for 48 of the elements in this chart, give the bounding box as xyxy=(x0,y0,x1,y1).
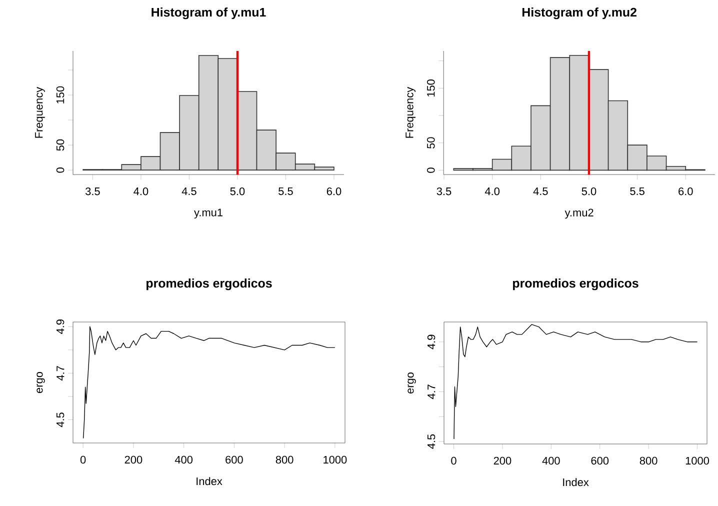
x-axis-title: y.mu1 xyxy=(194,208,222,219)
chart-title: Histogram of y.mu2 xyxy=(522,7,636,20)
x-tick-label: 4.0 xyxy=(134,187,148,196)
x-tick-label: 200 xyxy=(124,456,142,464)
x-tick-label: 400 xyxy=(542,456,560,465)
x-tick-label: 1000 xyxy=(686,456,710,465)
y-tick-label: 4.5 xyxy=(56,412,64,428)
x-tick-label: 6.0 xyxy=(326,187,342,196)
x-tick-label: 5.5 xyxy=(630,187,644,196)
x-tick-label: 4.5 xyxy=(182,187,196,196)
x-tick-label: 5.0 xyxy=(582,187,596,196)
x-axis-title: y.mu2 xyxy=(564,208,594,219)
y-tick-label: 0 xyxy=(427,168,435,173)
y-axis-title: ergo xyxy=(408,372,416,394)
x-tick-label: 6.0 xyxy=(678,187,693,196)
x-axis-title: Index xyxy=(563,478,589,486)
y-tick-label: 150 xyxy=(56,86,64,104)
x-tick-label: 0 xyxy=(80,456,86,464)
x-tick-label: 1000 xyxy=(324,456,347,464)
x-tick-label: 600 xyxy=(226,456,243,464)
x-tick-label: 3.5 xyxy=(436,187,452,196)
y-tick-label: 4.9 xyxy=(56,320,64,334)
y-axis-title: Frequency xyxy=(35,86,45,138)
y-tick-label: 4.7 xyxy=(56,366,64,381)
x-axis-title: Index xyxy=(196,477,222,486)
x-tick-label: 0 xyxy=(451,456,456,465)
chart-title: Histogram of y.mu1 xyxy=(152,7,266,20)
y-tick-label: 150 xyxy=(427,79,435,96)
chart-title: promedios ergodicos xyxy=(146,278,272,290)
y-tick-label: 4.7 xyxy=(428,384,436,400)
y-axis-title: Frequency xyxy=(406,86,416,138)
x-tick-label: 3.5 xyxy=(86,187,100,196)
x-tick-label: 600 xyxy=(591,456,609,465)
x-tick-label: 800 xyxy=(276,456,294,464)
x-tick-label: 5.5 xyxy=(278,187,293,196)
y-tick-label: 4.5 xyxy=(428,434,436,449)
chart-title: promedios ergodicos xyxy=(513,278,638,290)
y-axis-title: ergo xyxy=(36,372,45,393)
x-tick-label: 5.0 xyxy=(230,187,245,196)
y-tick-label: 50 xyxy=(56,139,64,151)
y-tick-label: 4.9 xyxy=(427,334,436,350)
x-tick-label: 400 xyxy=(174,456,193,464)
y-tick-label: 50 xyxy=(427,137,435,149)
x-tick-label: 4.0 xyxy=(484,187,500,196)
x-tick-label: 200 xyxy=(494,456,512,465)
x-tick-label: 800 xyxy=(640,456,658,465)
y-tick-label: 0 xyxy=(56,167,64,173)
x-tick-label: 4.5 xyxy=(533,187,548,196)
